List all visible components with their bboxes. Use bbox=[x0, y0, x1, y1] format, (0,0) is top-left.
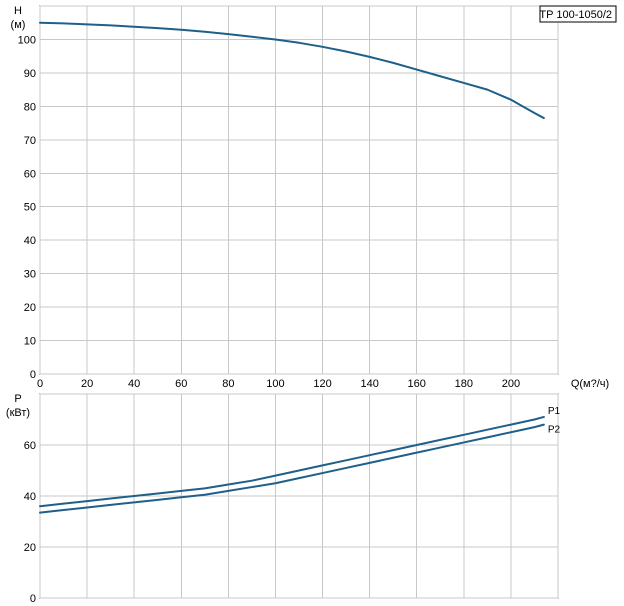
x-tick-label: 20 bbox=[81, 378, 93, 390]
series-p2 bbox=[40, 425, 544, 513]
y-tick-label: 60 bbox=[24, 440, 36, 452]
y-tick-label: 0 bbox=[30, 593, 36, 605]
x-tick-label: 120 bbox=[313, 378, 331, 390]
x-axis-label: Q(м?/ч) bbox=[571, 378, 609, 390]
title-label: TP 100-1050/2 bbox=[539, 9, 612, 21]
y-axis-label-top: P bbox=[14, 393, 21, 405]
y-tick-label: 20 bbox=[24, 542, 36, 554]
y-tick-label: 60 bbox=[24, 168, 36, 180]
y-tick-label: 40 bbox=[24, 235, 36, 247]
y-tick-label: 70 bbox=[24, 135, 36, 147]
y-axis-label-top: H bbox=[14, 5, 22, 17]
series-h bbox=[40, 23, 544, 118]
x-tick-label: 180 bbox=[455, 378, 473, 390]
y-tick-label: 0 bbox=[30, 369, 36, 381]
y-tick-label: 80 bbox=[24, 101, 36, 113]
x-tick-label: 80 bbox=[222, 378, 234, 390]
x-tick-label: 0 bbox=[37, 378, 43, 390]
series-label-p1: P1 bbox=[548, 406, 561, 417]
y-tick-label: 50 bbox=[24, 202, 36, 214]
y-tick-label: 30 bbox=[24, 269, 36, 281]
y-tick-label: 10 bbox=[24, 336, 36, 348]
series-p1 bbox=[40, 417, 544, 506]
x-tick-label: 140 bbox=[360, 378, 378, 390]
y-tick-label: 20 bbox=[24, 302, 36, 314]
y-tick-label: 100 bbox=[18, 34, 36, 46]
x-tick-label: 160 bbox=[408, 378, 426, 390]
x-tick-label: 60 bbox=[175, 378, 187, 390]
x-tick-label: 40 bbox=[128, 378, 140, 390]
y-tick-label: 40 bbox=[24, 491, 36, 503]
chart-stage: { "canvas": { "width": 624, "height": 60… bbox=[0, 0, 624, 606]
x-tick-label: 200 bbox=[502, 378, 520, 390]
pump-curve-chart: 0 10 20 30 40 50 60 70 80 90 100 0 20 40 60 80 100 120 140… bbox=[0, 0, 624, 606]
y-axis-label-bottom: (м) bbox=[11, 19, 26, 31]
x-tick-label: 100 bbox=[266, 378, 284, 390]
series-label-p2: P2 bbox=[548, 425, 561, 436]
y-tick-label: 90 bbox=[24, 68, 36, 80]
y-axis-label-bottom: (кВт) bbox=[6, 407, 30, 419]
